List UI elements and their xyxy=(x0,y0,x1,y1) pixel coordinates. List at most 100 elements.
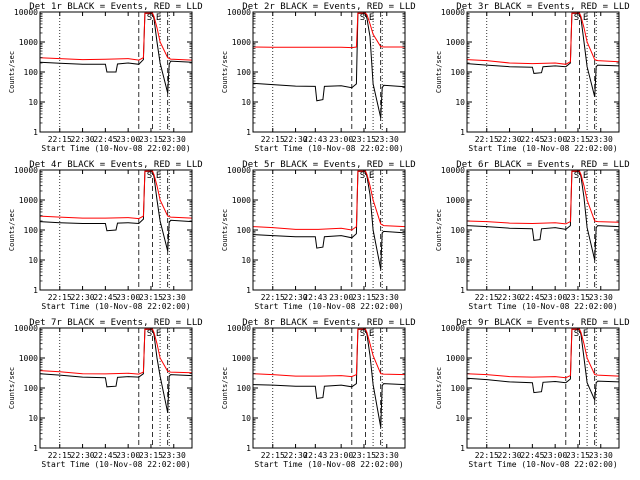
y-tick-label: 1000 xyxy=(446,38,465,47)
series-line-black xyxy=(252,328,406,428)
y-tick-label: 100 xyxy=(451,68,466,77)
x-tick-label: 22:43 xyxy=(303,293,327,302)
y-tick-label: 10000 xyxy=(14,324,38,333)
marker-label: S xyxy=(147,329,152,339)
x-tick-label: 22:15 xyxy=(475,451,499,460)
marker-label: S xyxy=(360,329,365,339)
y-tick-label: 1 xyxy=(460,128,465,137)
x-tick-label: 22:45 xyxy=(520,451,544,460)
y-tick-label: 100 xyxy=(237,68,252,77)
x-axis-label: Start Time (10-Nov-08 22:02:00) xyxy=(41,302,190,311)
y-tick-label: 100 xyxy=(24,68,39,77)
panel-9: Det 9r BLACK = Events, RED = LLD 1 10 100 10… xyxy=(435,318,630,469)
x-tick-label: 23:30 xyxy=(375,451,399,460)
y-tick-label: 10 xyxy=(28,98,38,107)
y-tick-label: 100 xyxy=(451,384,466,393)
x-tick-label: 23:00 xyxy=(543,135,567,144)
x-tick-label: 23:00 xyxy=(543,293,567,302)
y-axis-label: Counts/sec xyxy=(221,51,229,93)
panel-3: Det 3r BLACK = Events, RED = LLD 1 10 100 10… xyxy=(435,2,630,153)
x-tick-label: 23:15 xyxy=(352,135,376,144)
y-tick-label: 10 xyxy=(455,414,465,423)
x-tick-label: 23:15 xyxy=(566,135,590,144)
panel-title: Det 7r BLACK = Events, RED = LLD xyxy=(29,318,202,328)
x-tick-label: 23:15 xyxy=(566,293,590,302)
marker-label: S xyxy=(147,171,152,181)
series-line-red xyxy=(252,328,406,378)
y-tick-label: 10 xyxy=(28,256,38,265)
x-tick-label: 23:00 xyxy=(116,135,140,144)
panel-title: Det 9r BLACK = Events, RED = LLD xyxy=(456,318,629,328)
panel-8: Det 8r BLACK = Events, RED = LLD 1 10 100 10… xyxy=(221,318,416,469)
x-tick-label: 22:45 xyxy=(93,293,117,302)
marker-label: E xyxy=(156,171,161,181)
x-tick-label: 23:15 xyxy=(139,293,163,302)
series-line-red xyxy=(252,12,405,49)
x-tick-label: 23:30 xyxy=(589,293,613,302)
x-axis-label: Start Time (10-Nov-08 22:02:00) xyxy=(254,144,403,153)
x-axis-label: Start Time (10-Nov-08 22:02:00) xyxy=(468,302,617,311)
y-tick-label: 10000 xyxy=(441,8,465,17)
series-line-black xyxy=(252,170,406,270)
y-tick-label: 1000 xyxy=(232,354,251,363)
y-tick-label: 100 xyxy=(24,384,39,393)
y-tick-label: 10000 xyxy=(14,8,38,17)
x-tick-label: 23:00 xyxy=(329,135,353,144)
marker-label: E xyxy=(369,13,374,23)
x-tick-label: 22:45 xyxy=(93,135,117,144)
panel-7: Det 7r BLACK = Events, RED = LLD 1 10 100 10… xyxy=(8,318,203,469)
x-axis-label: Start Time (10-Nov-08 22:02:00) xyxy=(468,460,617,469)
y-tick-label: 1000 xyxy=(446,354,465,363)
y-axis-label: Counts/sec xyxy=(8,51,16,93)
x-tick-label: 23:30 xyxy=(162,451,186,460)
marker-label: E xyxy=(156,13,161,23)
x-tick-label: 22:45 xyxy=(93,451,117,460)
panel-1: Det 1r BLACK = Events, RED = LLD 1 10 100 10… xyxy=(8,2,203,153)
series-line-red xyxy=(466,328,620,379)
panel-title: Det 3r BLACK = Events, RED = LLD xyxy=(456,2,629,12)
panel-title: Det 6r BLACK = Events, RED = LLD xyxy=(456,160,629,170)
series-line-black xyxy=(39,12,193,94)
x-tick-label: 22:30 xyxy=(284,135,308,144)
y-tick-label: 1000 xyxy=(19,196,38,205)
series-line-red xyxy=(39,12,193,61)
x-tick-label: 22:15 xyxy=(48,451,72,460)
x-tick-label: 22:30 xyxy=(498,451,522,460)
marker-label: E xyxy=(583,171,588,181)
x-tick-label: 23:30 xyxy=(375,135,399,144)
y-axis-label: Counts/sec xyxy=(221,209,229,251)
marker-label: S xyxy=(574,13,579,23)
series-line-red xyxy=(252,170,406,231)
panel-2: Det 2r BLACK = Events, RED = LLD 1 10 100 10… xyxy=(221,2,416,153)
marker-label: S xyxy=(574,171,579,181)
x-tick-label: 22:15 xyxy=(48,293,72,302)
y-tick-label: 10000 xyxy=(227,8,251,17)
y-tick-label: 1000 xyxy=(446,196,465,205)
y-tick-label: 100 xyxy=(237,226,252,235)
x-axis-label: Start Time (10-Nov-08 22:02:00) xyxy=(41,460,190,469)
y-axis-label: Counts/sec xyxy=(221,367,229,409)
marker-label: E xyxy=(156,329,161,339)
y-tick-label: 10000 xyxy=(441,324,465,333)
x-axis-label: Start Time (10-Nov-08 22:02:00) xyxy=(254,302,403,311)
y-tick-label: 1 xyxy=(33,128,38,137)
marker-label: S xyxy=(360,13,365,23)
x-tick-label: 22:15 xyxy=(261,135,285,144)
marker-label: S xyxy=(360,171,365,181)
x-tick-label: 23:00 xyxy=(116,451,140,460)
y-tick-label: 1 xyxy=(460,444,465,453)
x-tick-label: 22:45 xyxy=(520,135,544,144)
y-axis-label: Counts/sec xyxy=(435,51,443,93)
series-line-red xyxy=(466,12,620,65)
y-tick-label: 100 xyxy=(237,384,252,393)
x-tick-label: 23:30 xyxy=(162,293,186,302)
y-tick-label: 1 xyxy=(33,286,38,295)
panel-title: Det 5r BLACK = Events, RED = LLD xyxy=(242,160,415,170)
x-tick-label: 22:43 xyxy=(303,135,327,144)
x-tick-label: 23:15 xyxy=(352,451,376,460)
series-line-red xyxy=(39,170,193,220)
panel-title: Det 8r BLACK = Events, RED = LLD xyxy=(242,318,415,328)
x-tick-label: 23:30 xyxy=(589,451,613,460)
y-tick-label: 1 xyxy=(33,444,38,453)
y-tick-label: 10000 xyxy=(227,324,251,333)
